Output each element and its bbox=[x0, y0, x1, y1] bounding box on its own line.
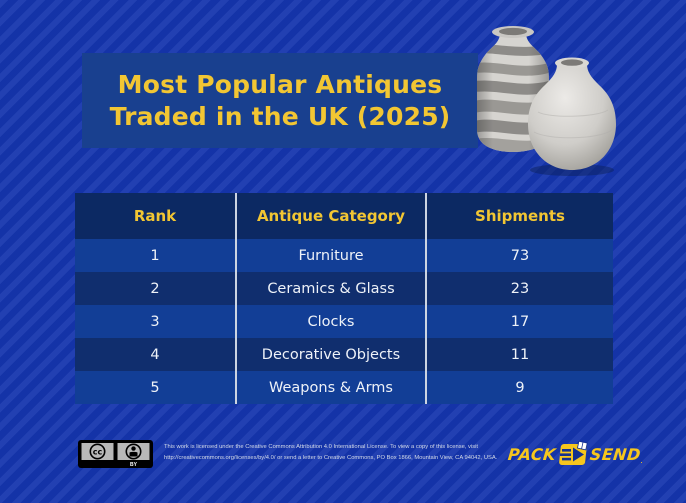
cell-category: Decorative Objects bbox=[235, 338, 425, 371]
cell-category: Weapons & Arms bbox=[235, 371, 425, 404]
cell-rank: 5 bbox=[150, 379, 160, 396]
logo-pack-text: PACK bbox=[507, 444, 557, 464]
person-icon bbox=[125, 443, 142, 460]
cell-rank: 3 bbox=[150, 313, 160, 330]
page-title-line2: Traded in the UK (2025) bbox=[109, 101, 451, 131]
license-line1: This work is licensed under the Creative… bbox=[164, 444, 479, 450]
page-title-line1: Most Popular Antiques bbox=[117, 69, 443, 99]
logo-mark: . bbox=[640, 459, 643, 465]
ceramic-vases-illustration bbox=[477, 26, 616, 176]
cell-shipments: 17 bbox=[425, 305, 613, 338]
pack-and-send-logo: PACK SEND . bbox=[507, 441, 643, 467]
table-row: 5 Weapons & Arms 9 bbox=[75, 371, 613, 404]
header-shipments: Shipments bbox=[425, 193, 613, 239]
courier-runner-icon bbox=[559, 441, 588, 465]
header-category: Antique Category bbox=[235, 193, 425, 239]
license-text: This work is licensed under the Creative… bbox=[164, 442, 512, 464]
cc-icon: cc bbox=[89, 443, 106, 460]
table-header-row: Rank Antique Category Shipments bbox=[75, 193, 613, 239]
page-title: Most Popular Antiques Traded in the UK (… bbox=[110, 69, 451, 133]
logo-send-text: SEND bbox=[588, 444, 642, 464]
license-line2: http://creativecommons.org/licenses/by/4… bbox=[164, 455, 498, 461]
cell-rank: 2 bbox=[150, 280, 160, 297]
table-row: 4 Decorative Objects 11 bbox=[75, 338, 613, 371]
cell-shipments: 11 bbox=[425, 338, 613, 371]
cell-shipments: 23 bbox=[425, 272, 613, 305]
header-rank: Rank bbox=[133, 207, 177, 225]
round-vase bbox=[528, 57, 616, 176]
cc-by-license-badge: cc BY bbox=[78, 440, 153, 468]
cell-shipments: 9 bbox=[425, 371, 613, 404]
cc-by-label: BY bbox=[130, 462, 138, 468]
svg-text:cc: cc bbox=[93, 447, 103, 456]
cell-rank: 1 bbox=[150, 247, 160, 264]
title-panel: Most Popular Antiques Traded in the UK (… bbox=[82, 53, 478, 148]
footer: cc BY This work is licensed under the Cr… bbox=[0, 438, 686, 474]
table-row: 3 Clocks 17 bbox=[75, 305, 613, 338]
table-row: 1 Furniture 73 bbox=[75, 239, 613, 272]
cell-category: Ceramics & Glass bbox=[235, 272, 425, 305]
cell-rank: 4 bbox=[150, 346, 160, 363]
cell-shipments: 73 bbox=[425, 239, 613, 272]
cell-category: Furniture bbox=[235, 239, 425, 272]
antiques-table: Rank Antique Category Shipments 1 Furnit… bbox=[75, 193, 613, 404]
table-row: 2 Ceramics & Glass 23 bbox=[75, 272, 613, 305]
cell-category: Clocks bbox=[235, 305, 425, 338]
